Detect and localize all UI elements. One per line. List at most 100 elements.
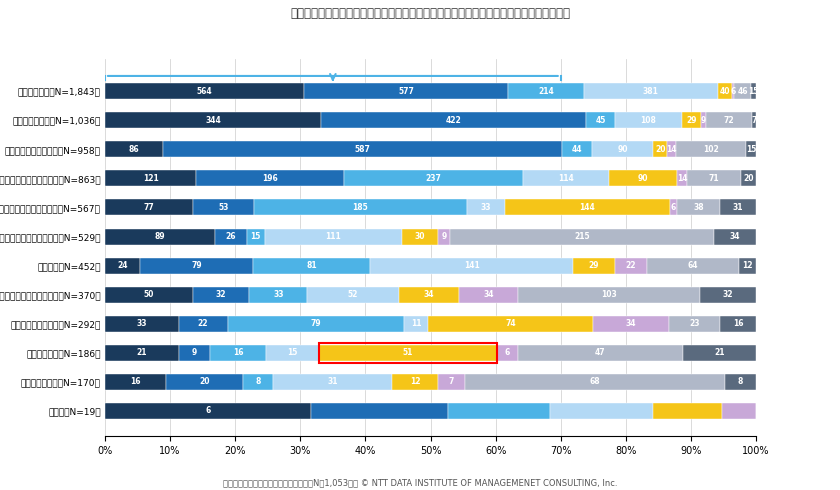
Text: 15: 15 [287, 348, 297, 357]
Text: 7: 7 [449, 377, 454, 387]
Text: 577: 577 [398, 87, 414, 96]
Bar [701, 112, 706, 128]
Title: 多くの購入場所・方法において「価格」、「アクセス」、「鮮度」が重視されている傾向: 多くの購入場所・方法において「価格」、「アクセス」、「鮮度」が重視されている傾向 [291, 7, 570, 20]
Bar [508, 83, 584, 99]
Text: 144: 144 [580, 203, 595, 212]
Bar [254, 258, 370, 273]
Bar [722, 403, 756, 419]
Text: 44: 44 [572, 145, 582, 154]
Text: 79: 79 [310, 319, 321, 328]
Text: 53: 53 [218, 203, 229, 212]
Text: 51: 51 [402, 348, 413, 357]
Text: 121: 121 [143, 174, 159, 183]
Text: 34: 34 [730, 232, 740, 241]
Bar [573, 258, 615, 273]
Bar [523, 171, 609, 186]
Text: 26: 26 [225, 232, 236, 241]
Text: 81: 81 [307, 261, 317, 270]
Bar [550, 403, 654, 419]
Bar [562, 141, 592, 157]
Text: 114: 114 [558, 174, 574, 183]
Text: 34: 34 [626, 319, 637, 328]
Text: 344: 344 [205, 116, 221, 125]
Bar [615, 258, 647, 273]
Bar [718, 83, 732, 99]
Text: 215: 215 [574, 232, 590, 241]
Text: 6: 6 [205, 407, 210, 416]
Text: 111: 111 [325, 232, 341, 241]
Text: 77: 77 [144, 203, 155, 212]
Text: 214: 214 [538, 87, 554, 96]
Text: 34: 34 [423, 290, 434, 299]
Bar [105, 141, 164, 157]
Text: 237: 237 [426, 174, 442, 183]
Text: 90: 90 [638, 174, 648, 183]
Text: 6: 6 [670, 203, 676, 212]
Text: 29: 29 [589, 261, 599, 270]
Bar [139, 258, 254, 273]
Text: 33: 33 [480, 203, 491, 212]
Bar [467, 199, 505, 216]
Bar [700, 287, 756, 303]
Bar [193, 199, 255, 216]
Text: 89: 89 [155, 232, 165, 241]
Bar [732, 83, 734, 99]
Text: 12: 12 [410, 377, 421, 387]
Bar [687, 171, 741, 186]
Text: 15: 15 [746, 145, 756, 154]
Bar [438, 374, 465, 390]
Bar [392, 374, 438, 390]
Bar [669, 316, 721, 332]
Text: 24: 24 [117, 261, 128, 270]
Text: 6: 6 [505, 348, 510, 357]
Text: 103: 103 [601, 290, 617, 299]
Bar [518, 287, 700, 303]
Text: 20: 20 [743, 174, 753, 183]
Bar [179, 316, 228, 332]
Text: 33: 33 [273, 290, 284, 299]
Bar [682, 112, 701, 128]
Bar [249, 287, 307, 303]
Bar [311, 403, 448, 419]
Bar [465, 374, 726, 390]
Bar [404, 316, 428, 332]
Bar [105, 287, 193, 303]
Text: 15: 15 [748, 87, 759, 96]
Text: 71: 71 [709, 174, 719, 183]
Text: 74: 74 [506, 319, 516, 328]
Bar [402, 228, 438, 245]
Text: 90: 90 [617, 145, 628, 154]
Bar [266, 345, 318, 361]
Bar [265, 228, 402, 245]
Text: 8: 8 [255, 377, 261, 387]
Bar [677, 199, 721, 216]
Bar [318, 345, 497, 361]
Bar [676, 141, 746, 157]
Bar [105, 403, 311, 419]
Bar [726, 374, 756, 390]
Text: 422: 422 [446, 116, 462, 125]
Bar [584, 83, 718, 99]
Text: 14: 14 [666, 145, 677, 154]
Bar [752, 112, 756, 128]
Bar [751, 83, 756, 99]
Text: 9: 9 [192, 348, 197, 357]
Text: 16: 16 [130, 377, 141, 387]
Bar [497, 345, 518, 361]
Text: 16: 16 [733, 319, 743, 328]
Bar [243, 374, 274, 390]
Bar [428, 316, 593, 332]
Bar [448, 403, 550, 419]
Bar [449, 228, 714, 245]
Bar [307, 287, 399, 303]
Bar [721, 316, 756, 332]
Bar [714, 228, 756, 245]
Bar [246, 228, 265, 245]
Bar [105, 258, 139, 273]
Text: 564: 564 [197, 87, 213, 96]
Text: 196: 196 [262, 174, 278, 183]
Bar [518, 345, 683, 361]
Bar [193, 287, 249, 303]
Bar [179, 345, 210, 361]
Text: 68: 68 [590, 377, 601, 387]
